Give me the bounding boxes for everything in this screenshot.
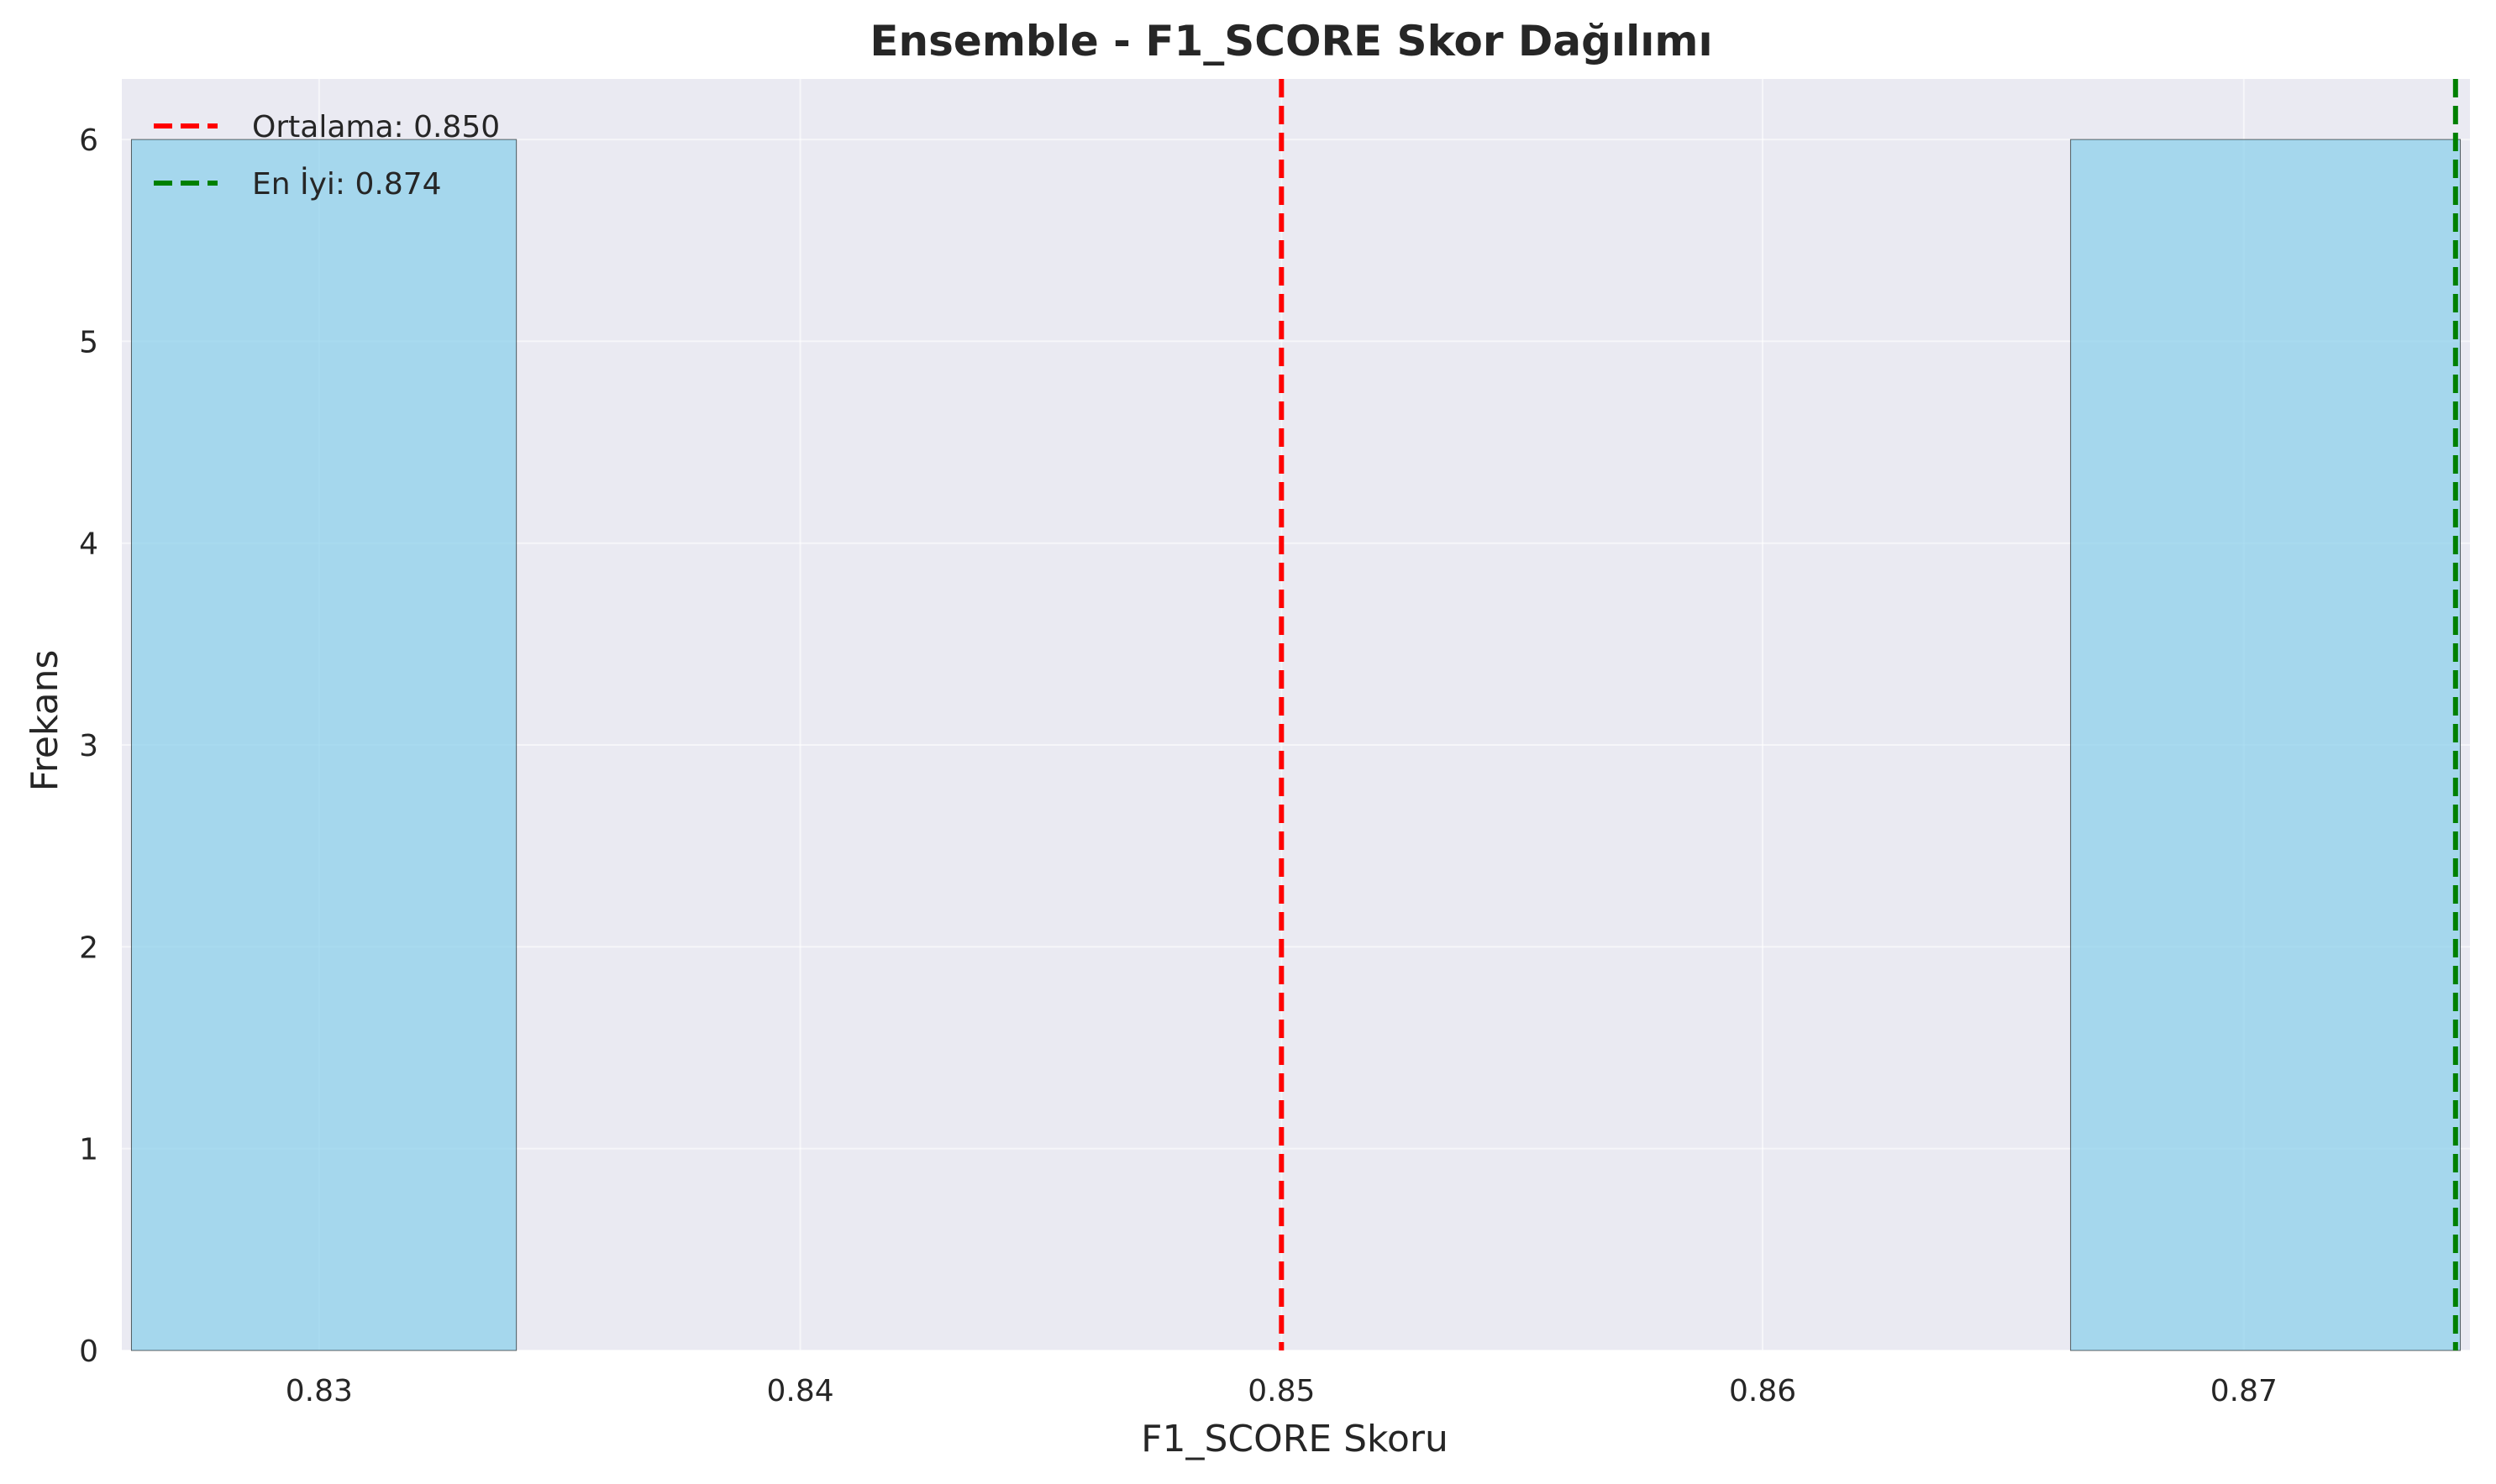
y-tick-label: 6 — [79, 123, 98, 158]
chart-title: Ensemble - F1_SCORE Skor Dağılımı — [870, 17, 1712, 66]
y-tick-label: 3 — [79, 729, 98, 763]
y-tick-label: 4 — [79, 527, 98, 562]
histogram-bar — [2070, 139, 2462, 1351]
x-tick-label: 0.85 — [1248, 1374, 1315, 1408]
y-tick-label: 5 — [79, 325, 98, 359]
x-axis-label: F1_SCORE Skoru — [1141, 1418, 1448, 1460]
x-tick-label: 0.86 — [1729, 1374, 1796, 1408]
x-tick-label: 0.87 — [2210, 1374, 2278, 1408]
x-axis-ticks: 0.83 0.84 0.85 0.86 0.87 — [286, 1374, 2278, 1408]
legend: Ortalama: 0.850 En İyi: 0.874 — [154, 110, 500, 202]
histogram-bar — [130, 139, 518, 1351]
x-tick-label: 0.84 — [766, 1374, 833, 1408]
histogram-bars — [130, 139, 2462, 1351]
reference-lines — [1279, 79, 2458, 1350]
legend-label: Ortalama: 0.850 — [252, 110, 500, 144]
y-tick-label: 2 — [79, 931, 98, 965]
y-tick-label: 1 — [79, 1133, 98, 1167]
y-axis-label: Frekans — [24, 650, 66, 792]
x-tick-label: 0.83 — [286, 1374, 353, 1408]
legend-label: En İyi: 0.874 — [252, 166, 442, 202]
y-tick-label: 0 — [79, 1335, 98, 1369]
y-axis-ticks: 0 1 2 3 4 5 6 — [79, 123, 98, 1369]
